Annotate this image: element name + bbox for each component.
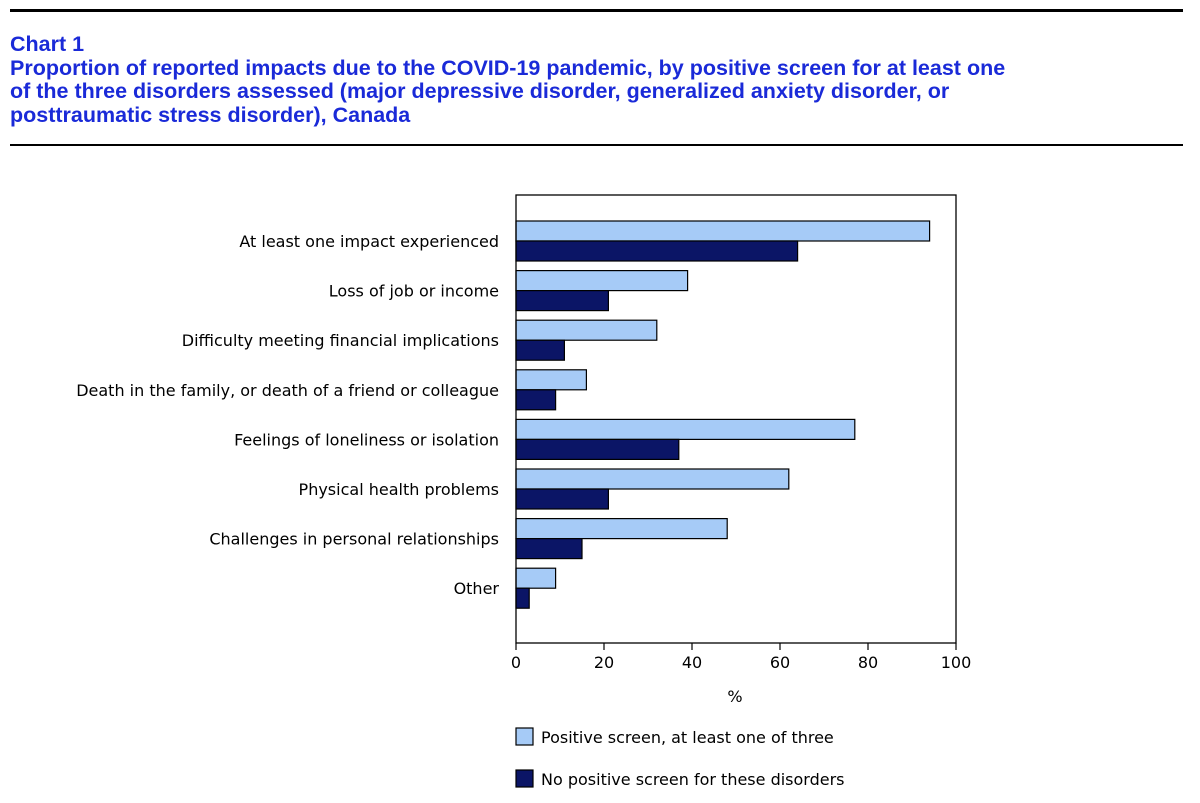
bar-positive-screen-5: [515, 468, 790, 490]
category-label: Loss of job or income: [329, 282, 499, 301]
x-tick-label: 40: [682, 653, 702, 672]
category-label: Death in the family, or death of a frien…: [76, 381, 499, 400]
plot-area-frame: [515, 194, 957, 644]
top-rule: [10, 9, 1183, 12]
bar-no-positive-screen-6: [515, 537, 583, 560]
x-tick-label: 0: [511, 653, 521, 672]
bar-no-positive-screen-3: [515, 389, 557, 411]
title-underline-rule: [10, 144, 1183, 146]
bars-layer: [515, 220, 931, 609]
chart-title-line-2: of the three disorders assessed (major d…: [10, 79, 950, 103]
legend-swatch: [515, 769, 534, 788]
bar-positive-screen-1: [515, 270, 689, 292]
bar-no-positive-screen-5: [515, 488, 610, 510]
x-axis: 0 20 40 60 80 100: [511, 643, 971, 672]
bar-positive-screen-4: [515, 418, 856, 440]
legend: Positive screen, at least one of three No…: [515, 727, 845, 789]
category-label: Difficulty meeting financial implication…: [182, 331, 499, 350]
bar-no-positive-screen-0: [515, 240, 799, 262]
category-labels: At least one impact experienced Loss of j…: [76, 232, 499, 598]
bar-positive-screen-6: [515, 517, 728, 540]
category-label: Other: [454, 579, 500, 598]
chart-heading: Chart 1 Proportion of reported impacts d…: [10, 32, 1190, 127]
bar-positive-screen-7: [515, 567, 557, 589]
category-label: At least one impact experienced: [239, 232, 499, 251]
x-axis-title: %: [727, 687, 742, 706]
bar-positive-screen-0: [515, 220, 931, 242]
category-label: Feelings of loneliness or isolation: [234, 430, 499, 449]
bar-no-positive-screen-7: [515, 587, 530, 609]
x-tick-label: 100: [941, 653, 972, 672]
bar-positive-screen-2: [515, 319, 658, 341]
category-label: Physical health problems: [299, 480, 499, 499]
bar-no-positive-screen-1: [515, 290, 610, 312]
x-tick-label: 20: [594, 653, 614, 672]
bar-no-positive-screen-4: [515, 438, 680, 460]
category-label: Challenges in personal relationships: [209, 530, 499, 549]
chart-title-line-1: Proportion of reported impacts due to th…: [10, 55, 1006, 80]
x-tick-label: 80: [858, 653, 878, 672]
chart-title-line-3: posttraumatic stress disorder), Canada: [10, 102, 411, 127]
legend-swatch: [515, 727, 534, 746]
bar-no-positive-screen-2: [515, 339, 566, 361]
legend-label: Positive screen, at least one of three: [541, 728, 834, 747]
legend-label: No positive screen for these disorders: [541, 770, 845, 789]
x-tick-label: 60: [770, 653, 790, 672]
chart-number: Chart 1: [10, 32, 85, 56]
bar-positive-screen-3: [515, 369, 588, 391]
